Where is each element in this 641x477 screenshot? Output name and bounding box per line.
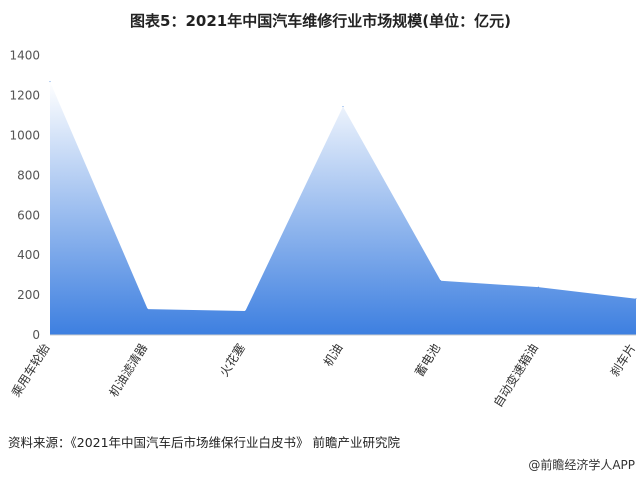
- y-tick-label: 800: [17, 168, 40, 182]
- x-tick-label: 机油滤清器: [107, 341, 151, 399]
- x-tick-label: 乘用车轮胎: [8, 341, 53, 400]
- data-point: [244, 310, 246, 312]
- x-tick-label: 火花塞: [216, 341, 248, 379]
- credit-watermark: @前瞻经济学人APP: [528, 458, 635, 472]
- y-tick-label: 400: [17, 248, 40, 262]
- y-tick-label: 0: [32, 328, 40, 342]
- data-point: [342, 106, 344, 108]
- x-tick-label: 蓄电池: [412, 341, 443, 379]
- y-tick-label: 200: [17, 288, 40, 302]
- x-tick-label: 机油: [321, 341, 346, 369]
- data-point: [440, 280, 442, 282]
- y-tick-label: 600: [17, 208, 40, 222]
- data-point: [635, 298, 637, 300]
- source-note: 资料来源：《2021年中国汽车后市场维保行业白皮书》 前瞻产业研究院: [8, 435, 401, 450]
- y-tick-label: 1200: [9, 89, 40, 103]
- chart-title: 图表5：2021年中国汽车维修行业市场规模(单位：亿元): [130, 12, 511, 30]
- area-series: [50, 81, 636, 335]
- data-point: [537, 286, 539, 288]
- y-tick-label: 1000: [9, 129, 40, 143]
- x-tick-label: 自动变速箱油: [490, 341, 541, 410]
- data-point: [49, 81, 51, 83]
- data-point: [147, 308, 149, 310]
- y-tick-label: 1400: [9, 49, 40, 63]
- x-tick-label: 刹车片: [607, 341, 639, 379]
- area-chart: 0 200 400 600 800 1000 1200 1400 乘用车轮胎 机油滤清器 火花塞 机…: [8, 49, 639, 410]
